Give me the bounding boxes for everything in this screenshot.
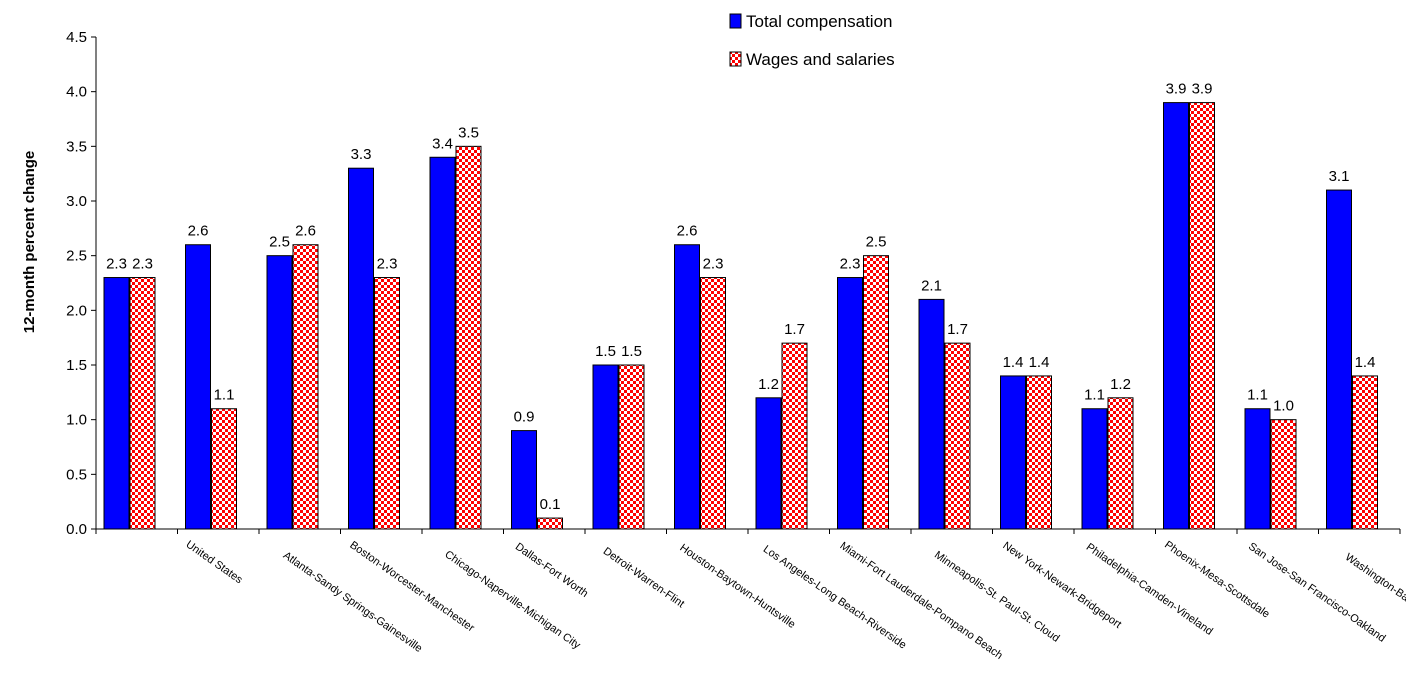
x-category-label: Dallas-Fort Worth bbox=[513, 541, 590, 600]
data-label-wages-and-salaries: 2.3 bbox=[377, 256, 398, 273]
bar-total-compensation bbox=[348, 167, 374, 530]
y-tick-label: 2.5 bbox=[66, 248, 87, 265]
data-label-total-compensation: 2.6 bbox=[188, 223, 209, 240]
data-label-total-compensation: 3.3 bbox=[351, 146, 372, 163]
data-label-total-compensation: 3.1 bbox=[1329, 168, 1350, 185]
bar-total-compensation bbox=[103, 277, 130, 530]
data-label-total-compensation: 2.1 bbox=[921, 277, 942, 294]
y-tick-label: 4.0 bbox=[66, 84, 87, 101]
bar-total-compensation bbox=[511, 430, 537, 530]
data-label-total-compensation: 1.5 bbox=[595, 343, 616, 360]
bar-wages-and-salaries bbox=[700, 277, 726, 530]
data-label-wages-and-salaries: 1.0 bbox=[1273, 398, 1294, 415]
y-tick-label: 3.0 bbox=[66, 193, 87, 210]
bar-wages-and-salaries bbox=[781, 342, 808, 530]
bar-wages-and-salaries bbox=[455, 145, 482, 530]
data-label-wages-and-salaries: 1.4 bbox=[1355, 354, 1376, 371]
bar-total-compensation bbox=[185, 244, 211, 530]
data-label-total-compensation: 0.9 bbox=[514, 409, 535, 426]
data-label-wages-and-salaries: 1.1 bbox=[214, 387, 235, 404]
bar-wages-and-salaries bbox=[1189, 102, 1215, 530]
data-label-total-compensation: 2.5 bbox=[269, 234, 290, 251]
bar-wages-and-salaries bbox=[944, 342, 971, 530]
data-label-total-compensation: 3.4 bbox=[432, 135, 453, 152]
bar-total-compensation bbox=[1244, 408, 1271, 530]
bar-wages-and-salaries bbox=[1026, 375, 1052, 530]
x-category-label: Chicago-Naperville-Michigan City bbox=[442, 548, 582, 651]
x-category-label: United States bbox=[184, 538, 245, 586]
bar-wages-and-salaries bbox=[292, 244, 319, 530]
bar-wages-and-salaries bbox=[1352, 375, 1378, 530]
bar-total-compensation bbox=[1081, 408, 1108, 530]
legend-label-total-compensation: Total compensation bbox=[746, 12, 892, 31]
y-tick-label: 3.5 bbox=[66, 138, 87, 155]
bar-total-compensation bbox=[1000, 375, 1026, 530]
y-axis: 0.0 0.5 1.0 1.5 2.0 2.5 3.0 3.5 4.0 4.5 bbox=[66, 29, 97, 538]
y-tick-label: 1.5 bbox=[66, 357, 87, 374]
legend-swatch-total-compensation bbox=[729, 13, 742, 29]
bar-total-compensation bbox=[755, 397, 782, 530]
bar-total-compensation bbox=[592, 364, 619, 530]
y-tick-label: 0.0 bbox=[66, 521, 87, 538]
bar-wages-and-salaries bbox=[537, 517, 563, 530]
data-label-total-compensation: 1.1 bbox=[1084, 387, 1105, 404]
bar-wages-and-salaries bbox=[129, 277, 156, 530]
data-label-wages-and-salaries: 2.6 bbox=[295, 223, 316, 240]
x-category-label: Los Angeles-Long Beach-Riverside bbox=[761, 543, 909, 651]
bar-total-compensation bbox=[429, 156, 456, 530]
data-label-total-compensation: 2.3 bbox=[106, 256, 127, 273]
data-label-wages-and-salaries: 1.4 bbox=[1029, 354, 1050, 371]
data-label-wages-and-salaries: 3.9 bbox=[1192, 81, 1213, 98]
data-label-wages-and-salaries: 2.3 bbox=[703, 256, 724, 273]
x-category-label: San Jose-San Francisco-Oakland bbox=[1246, 541, 1388, 645]
data-label-total-compensation: 1.2 bbox=[758, 376, 779, 393]
data-label-total-compensation: 1.1 bbox=[1247, 387, 1268, 404]
y-tick-label: 0.5 bbox=[66, 466, 87, 483]
x-category-label: Detroit-Warren-Flint bbox=[601, 545, 687, 610]
data-label-wages-and-salaries: 2.5 bbox=[866, 234, 887, 251]
data-label-total-compensation: 3.9 bbox=[1166, 81, 1187, 98]
bar-wages-and-salaries bbox=[1270, 419, 1297, 530]
bar-wages-and-salaries bbox=[374, 277, 400, 530]
legend-label-wages-and-salaries: Wages and salaries bbox=[746, 50, 895, 69]
x-category-label: Philadelphia-Camden-Vineland bbox=[1084, 541, 1215, 638]
legend-swatch-wages-and-salaries bbox=[729, 51, 742, 67]
data-labels: 2.3 2.3 2.6 1.1 2.5 2.6 3.3 2.3 3.4 3.5 0.9 0.1 1.5 1… bbox=[106, 81, 1375, 513]
data-label-wages-and-salaries: 1.7 bbox=[784, 321, 805, 338]
bar-wages-and-salaries bbox=[618, 364, 645, 530]
data-label-wages-and-salaries: 1.5 bbox=[621, 343, 642, 360]
bar-total-compensation bbox=[1326, 189, 1352, 530]
x-axis bbox=[95, 528, 1401, 534]
bar-total-compensation bbox=[837, 277, 863, 530]
data-label-wages-and-salaries: 0.1 bbox=[540, 496, 561, 513]
bar-wages-and-salaries bbox=[863, 255, 889, 530]
y-tick-label: 1.0 bbox=[66, 412, 87, 429]
data-label-total-compensation: 2.3 bbox=[840, 256, 861, 273]
data-label-total-compensation: 2.6 bbox=[677, 223, 698, 240]
y-tick-label: 4.5 bbox=[66, 29, 87, 46]
bars bbox=[103, 102, 1378, 530]
bar-total-compensation bbox=[1163, 102, 1189, 530]
bar-wages-and-salaries bbox=[1107, 397, 1134, 530]
data-label-wages-and-salaries: 1.7 bbox=[947, 321, 968, 338]
bar-wages-and-salaries bbox=[211, 408, 237, 530]
category-labels: United States Atlanta-Sandy Springs-Gaine… bbox=[184, 538, 1406, 672]
x-category-label: Atlanta-Sandy Springs-Gainesville bbox=[281, 549, 425, 655]
data-label-wages-and-salaries: 2.3 bbox=[132, 256, 153, 273]
bar-total-compensation bbox=[674, 244, 700, 530]
bar-total-compensation bbox=[918, 298, 945, 530]
legend: Total compensation Wages and salaries bbox=[729, 12, 895, 69]
data-label-wages-and-salaries: 3.5 bbox=[458, 124, 479, 141]
bar-total-compensation bbox=[266, 255, 293, 530]
data-label-total-compensation: 1.4 bbox=[1003, 354, 1024, 371]
y-tick-label: 2.0 bbox=[66, 302, 87, 319]
y-axis-title: 12-month percent change bbox=[21, 151, 38, 334]
x-category-label: Miami-Fort Lauderdale-Pompano Beach bbox=[838, 540, 1005, 662]
data-label-wages-and-salaries: 1.2 bbox=[1110, 376, 1131, 393]
